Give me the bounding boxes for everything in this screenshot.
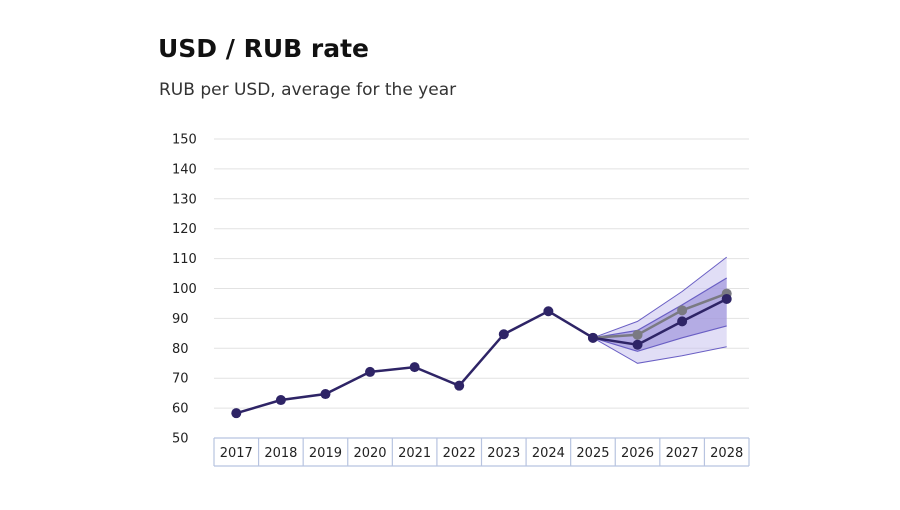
series-alt-line	[592, 292, 728, 340]
x-tick-label: 2018	[264, 446, 297, 461]
x-tick-label: 2025	[576, 446, 609, 461]
series-main-point	[231, 408, 242, 419]
series-alt-point	[677, 305, 688, 316]
x-tick-label: 2019	[309, 446, 342, 461]
y-tick-label: 100	[172, 282, 197, 297]
x-tick-label: 2023	[487, 446, 520, 461]
x-tick-label: 2027	[666, 446, 699, 461]
y-tick-label: 50	[172, 432, 189, 447]
y-tick-label: 80	[172, 342, 189, 357]
y-tick-label: 140	[172, 162, 197, 177]
x-tick-label: 2020	[353, 446, 386, 461]
x-tick-label: 2028	[710, 446, 743, 461]
chart-subtitle: RUB per USD, average for the year	[159, 80, 457, 100]
x-tick-label: 2026	[621, 446, 654, 461]
outer-band-upper-edge	[592, 256, 728, 339]
series-main-point	[365, 366, 376, 377]
x-tick-label: 2024	[532, 446, 565, 461]
x-tick-label: 2022	[443, 446, 476, 461]
series-main-point	[632, 339, 643, 350]
y-tick-label: 130	[172, 192, 197, 207]
series-main-line	[235, 297, 728, 415]
x-tick-label: 2017	[220, 446, 253, 461]
series-alt-point	[632, 329, 643, 340]
series-main-point	[454, 380, 465, 391]
series-main-point	[543, 306, 554, 317]
inner-forecast-band	[593, 278, 727, 352]
inner-band-upper-edge	[592, 277, 728, 339]
y-tick-label: 120	[172, 222, 197, 237]
series-main-point	[409, 362, 420, 373]
series-main-point	[587, 332, 598, 343]
series-main-point	[498, 329, 509, 340]
chart-title: USD / RUB rate	[158, 34, 370, 63]
y-tick-label: 110	[172, 252, 197, 267]
y-tick-label: 90	[172, 312, 189, 327]
outer-band-lower-edge	[592, 337, 727, 364]
y-tick-label: 70	[172, 372, 189, 387]
x-tick-label: 2021	[398, 446, 431, 461]
y-tick-label: 60	[172, 402, 189, 417]
inner-band-lower-edge	[592, 325, 727, 352]
series-main-point	[721, 293, 732, 304]
series-main-point	[677, 316, 688, 327]
series-main-point	[275, 395, 286, 406]
series-main-point	[320, 389, 331, 400]
y-tick-label: 150	[172, 133, 197, 148]
